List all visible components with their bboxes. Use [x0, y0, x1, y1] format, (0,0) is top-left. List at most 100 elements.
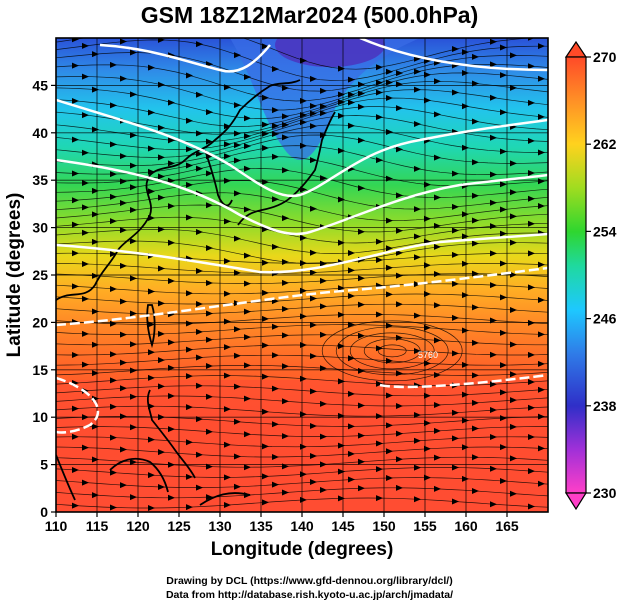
flow-arrow: [376, 79, 383, 86]
flow-arrow: [120, 385, 127, 392]
flow-arrow: [224, 177, 231, 184]
y-tick-label: 20: [32, 314, 48, 330]
flow-arrow: [320, 175, 327, 182]
flow-arrow: [186, 404, 193, 411]
flow-arrow: [206, 463, 213, 470]
flow-arrow: [310, 157, 317, 164]
flow-arrow: [310, 295, 317, 302]
flow-arrow: [500, 181, 507, 188]
flow-arrow: [310, 388, 317, 395]
flow-arrow: [262, 130, 269, 137]
x-tick-label: 160: [454, 518, 478, 534]
flow-arrow: [424, 291, 431, 298]
flow-arrow: [528, 220, 535, 227]
contour-line: [379, 373, 548, 389]
flow-arrow: [358, 332, 365, 339]
flow-arrow: [472, 192, 479, 199]
flow-arrow: [272, 385, 279, 392]
flow-arrow: [452, 227, 459, 234]
flow-arrow: [82, 180, 89, 187]
flow-arrow: [110, 351, 117, 358]
flow-arrow: [424, 71, 431, 78]
flow-arrow: [224, 218, 231, 225]
y-tick-label: 35: [32, 172, 48, 188]
x-axis-label: Longitude (degrees): [211, 539, 394, 560]
flow-arrow: [424, 445, 431, 452]
flow-arrow: [158, 357, 165, 364]
colorbar-tick-label: 254: [593, 223, 617, 239]
flow-arrow: [92, 126, 99, 133]
flow-arrow: [538, 75, 545, 82]
flow-arrow: [130, 91, 137, 98]
coastline-sumatra: [56, 454, 76, 501]
flow-arrow: [424, 420, 431, 427]
flow-arrow: [110, 504, 117, 511]
flow-arrow: [528, 99, 535, 106]
flow-arrow: [82, 229, 89, 236]
flow-arrow: [282, 279, 289, 286]
flow-arrow: [424, 392, 431, 399]
flow-arrow: [262, 145, 269, 152]
flow-arrow: [148, 472, 155, 479]
flow-arrow: [376, 466, 383, 473]
flow-arrow: [500, 72, 507, 79]
flow-arrow: [538, 360, 545, 367]
flow-arrow: [472, 454, 479, 461]
flow-arrow: [234, 418, 241, 425]
flow-arrow: [414, 68, 421, 75]
flow-arrow: [224, 153, 231, 160]
flow-arrow: [148, 109, 155, 116]
flow-arrow: [272, 453, 279, 460]
flow-arrow: [130, 206, 137, 213]
flow-arrow: [282, 433, 289, 440]
flow-arrow: [528, 169, 535, 176]
contour-label: 5760: [418, 350, 438, 360]
flow-arrow: [358, 301, 365, 308]
flow-arrow: [528, 250, 535, 257]
flow-arrow: [424, 262, 431, 269]
flow-arrow: [348, 423, 355, 430]
flow-arrow: [490, 61, 497, 68]
flow-arrow: [186, 439, 193, 446]
flow-arrow: [500, 294, 507, 301]
flow-arrow: [490, 501, 497, 508]
flow-arrow: [110, 218, 117, 225]
flow-arrow: [490, 381, 497, 388]
flow-arrow: [452, 435, 459, 442]
flow-arrow: [490, 94, 497, 101]
flow-arrow: [434, 194, 441, 201]
flow-arrow: [338, 285, 345, 292]
flow-arrow: [310, 102, 317, 109]
flow-arrow: [110, 434, 117, 441]
flow-arrow: [262, 499, 269, 506]
flow-arrow: [72, 98, 79, 105]
flow-arrow: [396, 272, 403, 279]
y-tick-label: 5: [40, 457, 48, 473]
flow-arrow: [282, 84, 289, 91]
flow-arrow: [348, 476, 355, 483]
flow-arrow: [196, 382, 203, 389]
flow-arrow: [206, 336, 213, 343]
flow-arrow: [490, 434, 497, 441]
flow-arrow: [206, 138, 213, 145]
credit-line-data: Data from http://database.rish.kyoto-u.a…: [165, 589, 454, 601]
x-tick-label: 165: [495, 518, 519, 534]
flow-arrow: [462, 260, 469, 267]
flow-arrow: [320, 433, 327, 440]
flow-arrow: [168, 239, 175, 246]
flow-arrow: [452, 350, 459, 357]
flow-arrow: [92, 86, 99, 93]
flow-arrow: [500, 260, 507, 267]
coastline-asia: [56, 79, 301, 301]
flow-arrow: [72, 433, 79, 440]
flow-arrow: [196, 228, 203, 235]
flow-arrow: [120, 227, 127, 234]
flow-arrow: [424, 97, 431, 104]
flow-arrow: [414, 312, 421, 319]
x-tick-label: 130: [208, 518, 232, 534]
x-tick-label: 120: [126, 518, 150, 534]
flow-arrow: [396, 227, 403, 234]
flow-arrow: [282, 215, 289, 222]
flow-arrow: [206, 170, 213, 177]
flow-arrow: [130, 132, 137, 139]
